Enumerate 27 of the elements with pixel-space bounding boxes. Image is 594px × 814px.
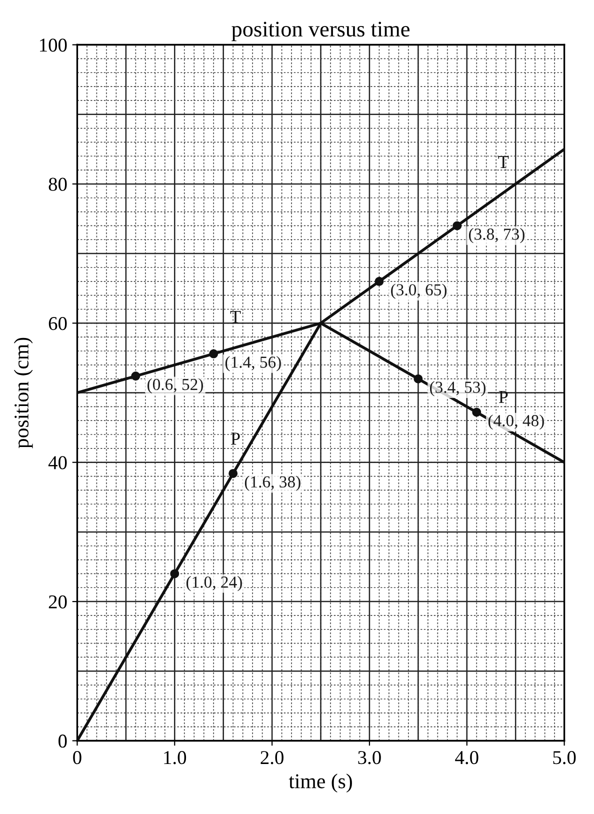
text: T	[230, 310, 241, 323]
y-axis-title: position (cm)	[14, 338, 33, 448]
annotation: (3.4, 53)	[430, 381, 486, 396]
annotation: (4.0, 48)	[488, 414, 544, 430]
y-tick-label: 80	[48, 178, 67, 191]
annotation: (3.0, 65)	[391, 284, 447, 299]
annotation: (1.6, 38)	[244, 476, 300, 491]
annotation: (1.0, 24)	[186, 576, 242, 592]
x-tick-label: 5.0	[553, 751, 576, 764]
y-tick-label: 40	[48, 456, 67, 470]
chart-title: position versus time	[232, 22, 410, 42]
annotation: (3.8, 73)	[468, 228, 524, 244]
y-tick-label: 20	[48, 595, 67, 608]
annotation: (1.4, 56)	[225, 356, 281, 372]
x-tick-label: 2.0	[260, 751, 284, 764]
annotation: (0.6, 52)	[148, 378, 203, 394]
x-tick-label: 3.0	[358, 751, 381, 764]
y-tick-label: 100	[40, 38, 67, 52]
y-tick-label: 60	[48, 316, 67, 330]
text: P	[498, 391, 508, 403]
x-tick-label: 4.0	[455, 751, 478, 764]
series-label: P	[231, 432, 240, 445]
x-axis-title: time (s)	[288, 774, 352, 793]
y-tick-label: 0	[58, 734, 67, 748]
x-tick-label: 0	[73, 751, 82, 764]
series-label: T	[498, 156, 509, 168]
x-tick-label: 1.0	[164, 751, 186, 764]
